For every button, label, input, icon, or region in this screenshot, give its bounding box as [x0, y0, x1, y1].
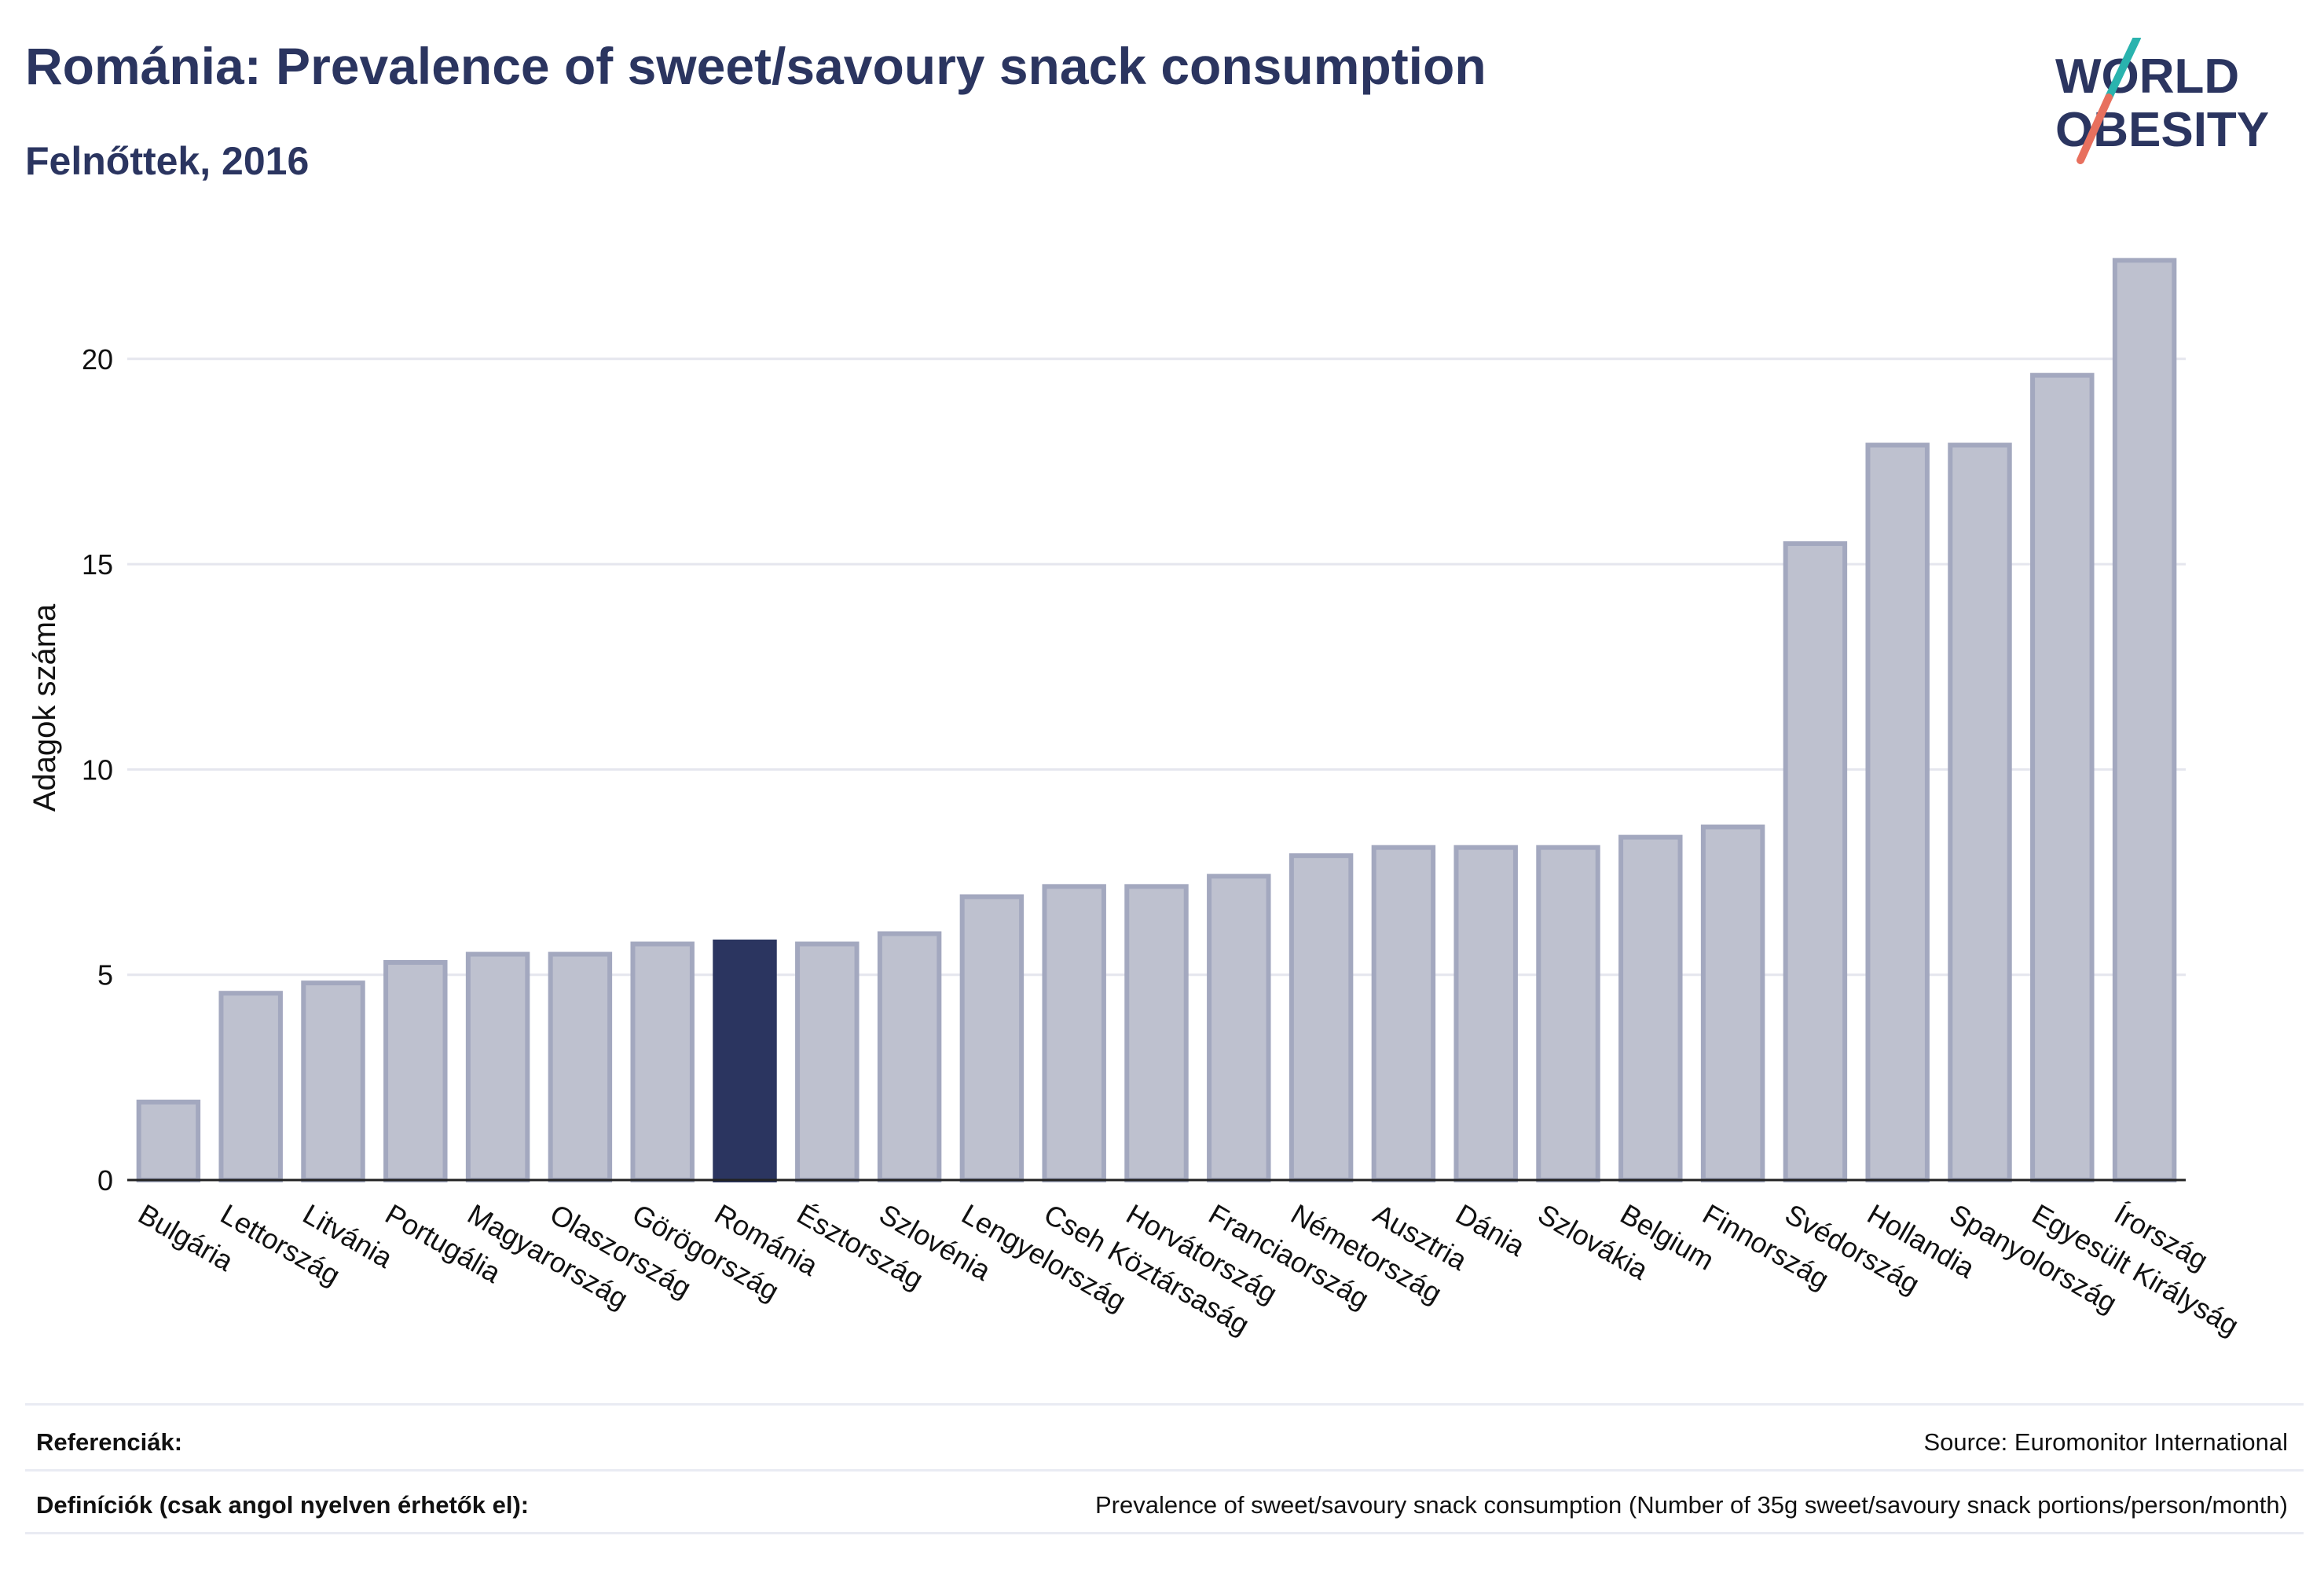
bar-hollandia — [1865, 442, 1930, 1182]
bar-bulgária — [136, 1099, 201, 1182]
logo-slash-coral — [2077, 93, 2113, 164]
bar-szlovénia — [877, 931, 942, 1183]
bar-chart: 05101520BulgáriaLettországLitvániaPortug… — [27, 258, 2245, 1342]
logo-slash-teal — [2105, 38, 2141, 101]
footer-divider-bottom — [25, 1532, 2304, 1534]
bar-dánia — [1453, 845, 1518, 1183]
footer-divider-middle — [25, 1469, 2304, 1472]
bar-lettország — [218, 991, 283, 1182]
references-label: Referenciák: — [36, 1428, 183, 1456]
bar-észtország — [795, 941, 860, 1182]
bar-szlovákia — [1536, 845, 1600, 1183]
bar-layer — [136, 258, 2177, 1183]
bar-németország — [1288, 853, 1354, 1183]
bar-litvánia — [301, 980, 365, 1182]
chart-title: Románia: Prevalence of sweet/savoury sna… — [25, 37, 1486, 95]
chart-subtitle: Felnőttek, 2016 — [25, 139, 310, 183]
y-tick-label-15: 15 — [82, 548, 113, 581]
definitions-label: Definíciók (csak angol nyelven érhetők e… — [36, 1491, 530, 1519]
footer-divider-top — [25, 1403, 2304, 1406]
bar-írország — [2112, 258, 2177, 1182]
y-tick-label-5: 5 — [97, 959, 113, 991]
bar-spanyolország — [1948, 442, 2012, 1182]
bar-cseh-köztársaság — [1042, 884, 1106, 1183]
world-obesity-logo: WORLD OBESITY — [2055, 38, 2269, 164]
references-value: Source: Euromonitor International — [1923, 1428, 2288, 1456]
bar-horvátország — [1124, 884, 1189, 1183]
bar-portugália — [383, 960, 448, 1182]
bar-belgium — [1618, 834, 1683, 1182]
bar-görögország — [630, 941, 695, 1182]
bar-ausztria — [1371, 845, 1436, 1183]
bar-egyesült-királyság — [2030, 372, 2095, 1182]
y-axis-label: Adagok száma — [27, 603, 62, 812]
logo-text-world: WORLD — [2055, 49, 2239, 104]
bar-olaszország — [548, 951, 613, 1182]
bar-finnország — [1700, 824, 1765, 1182]
y-tick-label-0: 0 — [97, 1164, 113, 1197]
bar-magyarország — [465, 951, 530, 1182]
bar-franciaország — [1207, 874, 1271, 1182]
bar-svédország — [1783, 541, 1848, 1182]
bar-románia — [713, 939, 777, 1182]
y-tick-label-10: 10 — [82, 753, 113, 786]
definitions-value: Prevalence of sweet/savoury snack consum… — [1094, 1491, 2288, 1519]
bar-lengyelország — [959, 894, 1025, 1183]
y-tick-label-20: 20 — [82, 343, 113, 376]
